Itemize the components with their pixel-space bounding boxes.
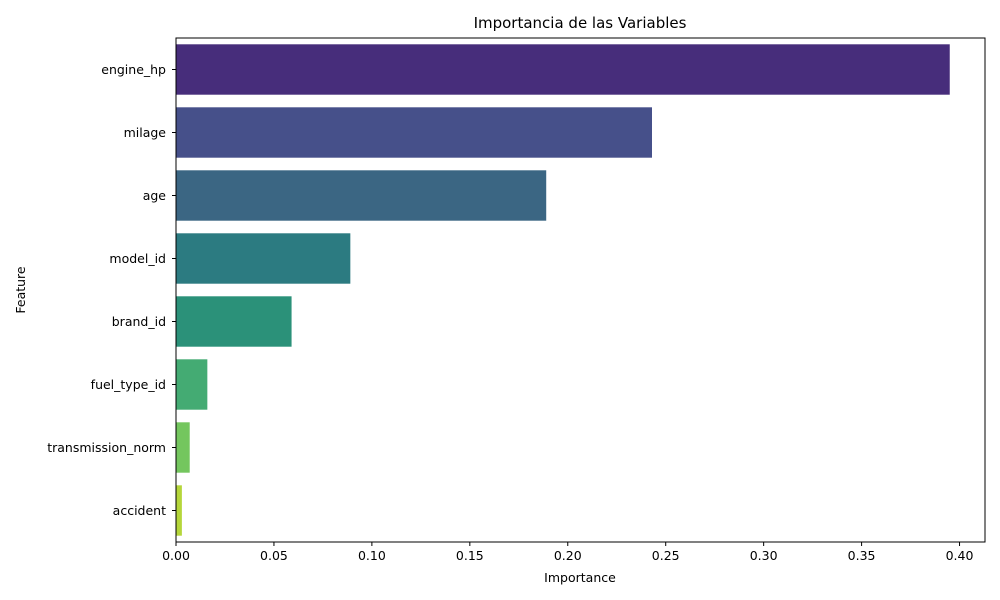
y-tick-label: transmission_norm bbox=[47, 440, 166, 455]
bar-model_id bbox=[176, 233, 351, 284]
x-axis-ticks: 0.00 0.05 0.10 0.15 0.20 0.25 0.30 0.35 0.40 bbox=[162, 542, 973, 563]
y-tick-label: model_id bbox=[109, 251, 166, 266]
y-tick-label: accident bbox=[113, 503, 166, 518]
x-axis-label: Importance bbox=[544, 570, 616, 585]
x-tick-label: 0.00 bbox=[162, 548, 190, 563]
bar-engine_hp bbox=[176, 44, 950, 95]
bar-transmission_norm bbox=[176, 422, 190, 473]
x-tick-label: 0.35 bbox=[848, 548, 876, 563]
x-tick-label: 0.15 bbox=[456, 548, 484, 563]
bar-accident bbox=[176, 485, 182, 536]
bar-brand_id bbox=[176, 296, 292, 347]
x-tick-label: 0.05 bbox=[260, 548, 288, 563]
y-tick-label: brand_id bbox=[112, 314, 166, 329]
bars-group bbox=[176, 44, 950, 536]
y-tick-label: age bbox=[143, 188, 167, 203]
bar-age bbox=[176, 170, 547, 221]
y-tick-label: fuel_type_id bbox=[91, 377, 166, 392]
y-tick-label: engine_hp bbox=[101, 62, 166, 77]
x-tick-label: 0.40 bbox=[946, 548, 974, 563]
x-tick-label: 0.10 bbox=[358, 548, 386, 563]
x-tick-label: 0.30 bbox=[750, 548, 778, 563]
y-axis-label: Feature bbox=[13, 266, 28, 314]
bar-fuel_type_id bbox=[176, 359, 208, 410]
bar-milage bbox=[176, 107, 652, 158]
y-tick-label: milage bbox=[124, 125, 167, 140]
x-tick-label: 0.25 bbox=[652, 548, 680, 563]
chart-title: Importancia de las Variables bbox=[474, 14, 687, 32]
x-tick-label: 0.20 bbox=[554, 548, 582, 563]
plot-frame bbox=[175, 37, 986, 543]
